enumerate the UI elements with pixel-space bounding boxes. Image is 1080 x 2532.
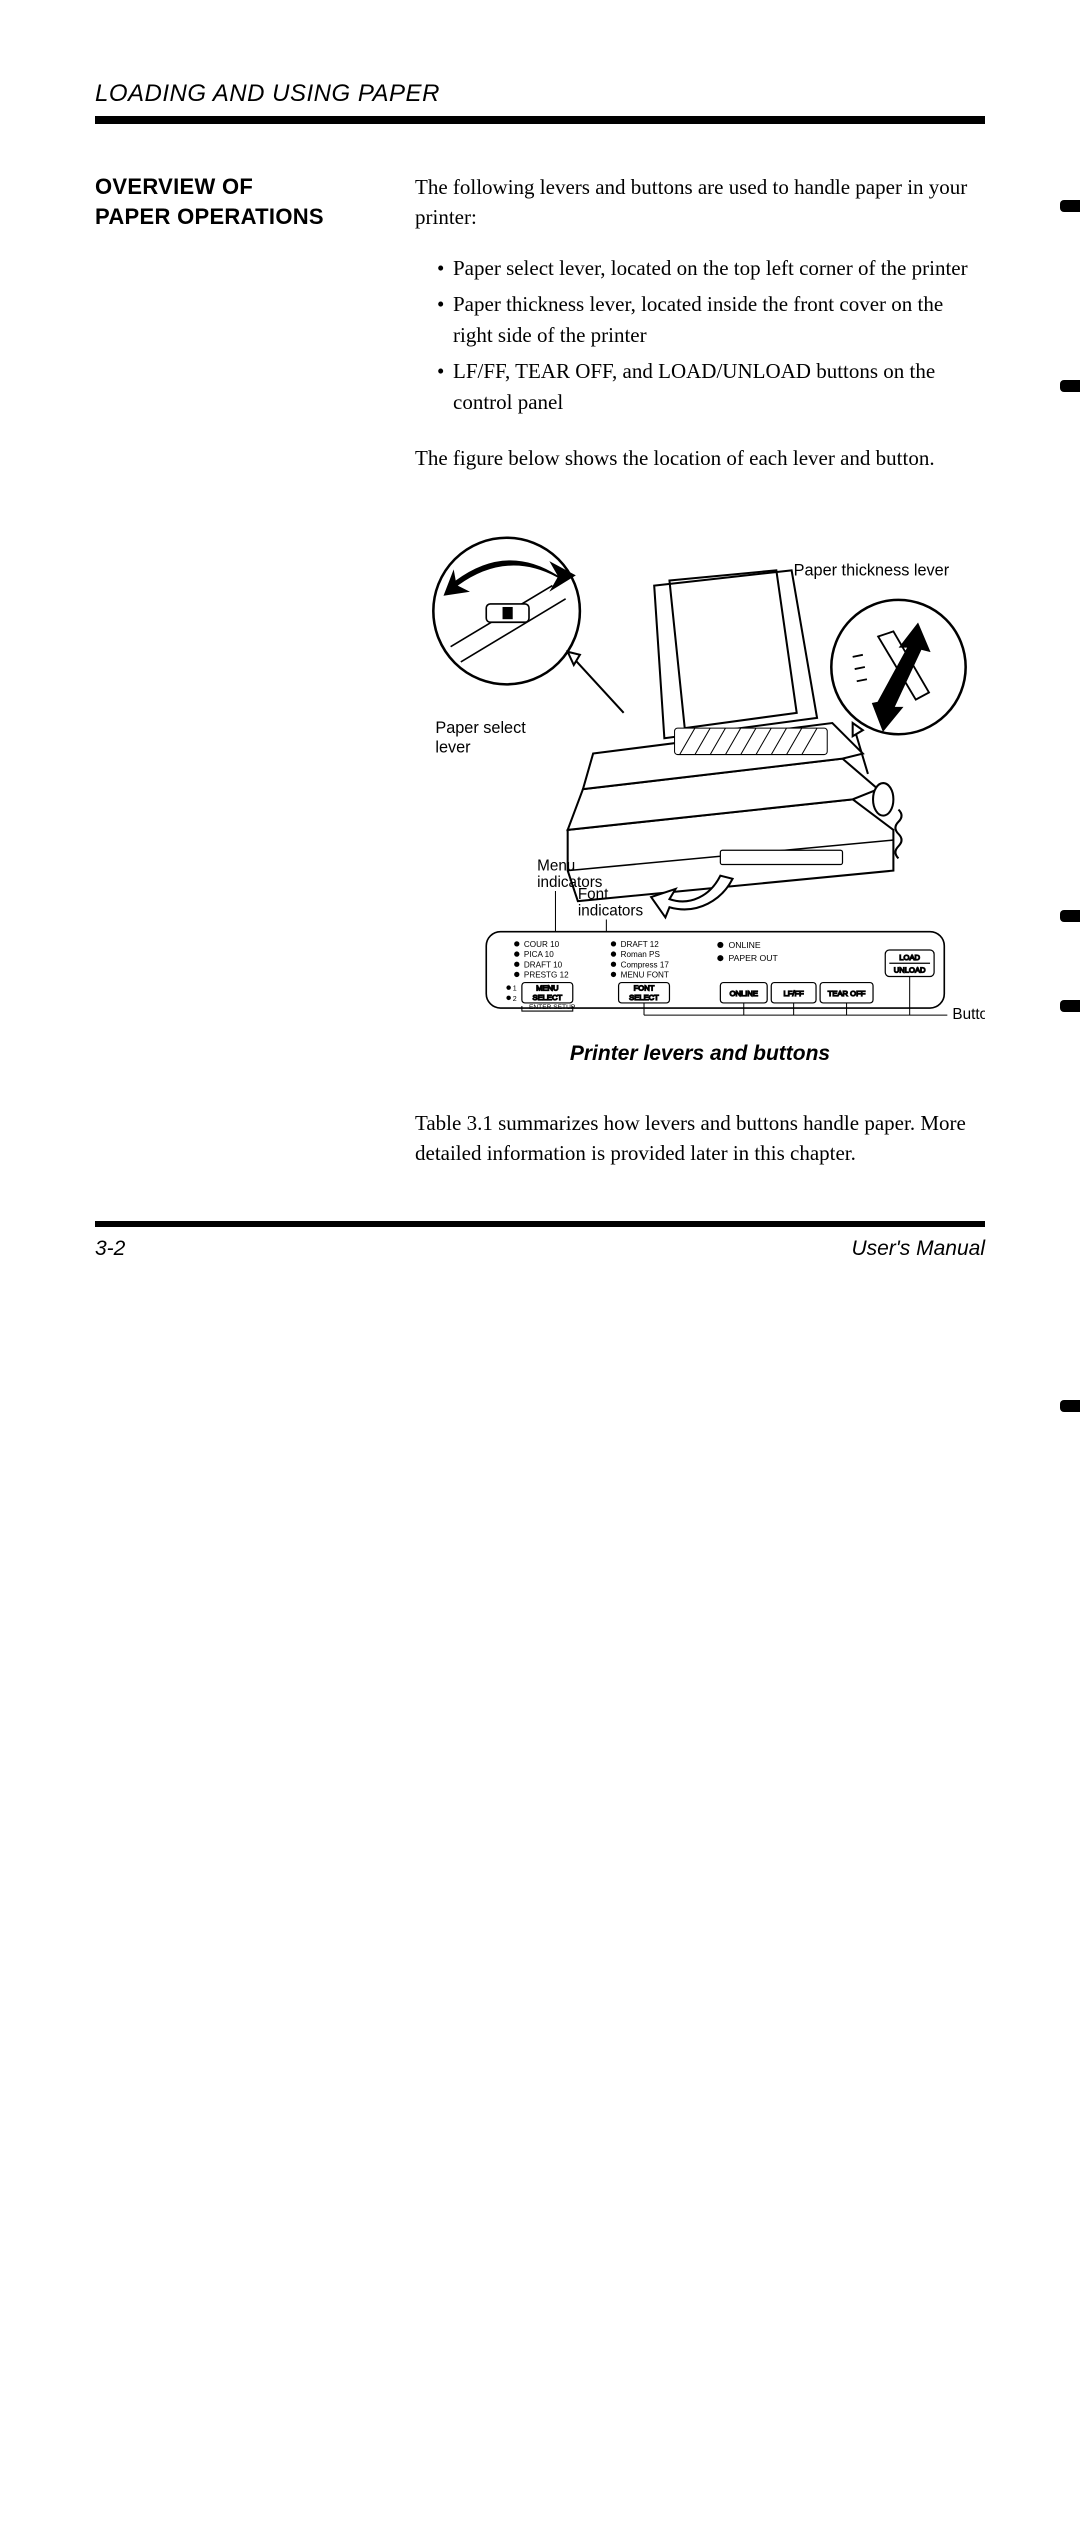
panel-font-2: Compress 17 — [621, 960, 670, 969]
edge-mark — [1060, 1000, 1080, 1012]
btn-font-select-l2: SELECT — [629, 992, 659, 1001]
manual-label: User's Manual — [851, 1237, 985, 1261]
panel-menu-2: DRAFT 10 — [524, 960, 563, 969]
header-rule — [95, 116, 985, 124]
btn-online: ONLINE — [730, 988, 758, 997]
label-font-ind-1: Font — [578, 886, 609, 903]
edge-mark — [1060, 1400, 1080, 1412]
printer-diagram: Paper select lever — [415, 494, 985, 1023]
panel-status-1: PAPER OUT — [728, 953, 778, 963]
outro-paragraph: Table 3.1 summarizes how levers and butt… — [415, 1108, 985, 1169]
label-menu-ind-1: Menu — [537, 857, 575, 874]
edge-mark — [1060, 380, 1080, 392]
heading-line-1: OVERVIEW OF — [95, 174, 253, 199]
panel-menu-3: PRESTG 12 — [524, 970, 569, 979]
footer-rule — [95, 1221, 985, 1227]
panel-menu-1: PICA 10 — [524, 950, 554, 959]
edge-mark — [1060, 200, 1080, 212]
btn-font-select-l1: FONT — [634, 983, 655, 992]
label-buttons: Buttons — [952, 1006, 985, 1023]
panel-enter-setup: ENTER SETUP — [529, 1004, 576, 1011]
btn-load-l1: LOAD — [899, 953, 920, 962]
figure: Paper select lever — [415, 494, 985, 1070]
body-column: The following levers and buttons are use… — [415, 172, 985, 1189]
page-number: 3-2 — [95, 1237, 125, 1261]
panel-dot-2: 2 — [513, 994, 517, 1002]
panel-font-1: Roman PS — [621, 950, 661, 959]
panel-font-3: MENU FONT — [621, 970, 669, 979]
panel-menu-0: COUR 10 — [524, 939, 560, 948]
list-item: Paper select lever, located on the top l… — [437, 253, 985, 283]
label-font-ind-2: indicators — [578, 902, 644, 919]
btn-tearoff: TEAR OFF — [828, 988, 866, 997]
btn-lfff: LF/FF — [783, 988, 804, 997]
bullet-list: Paper select lever, located on the top l… — [415, 253, 985, 417]
panel-dot-1: 1 — [513, 984, 517, 992]
intro-paragraph: The following levers and buttons are use… — [415, 172, 985, 233]
btn-menu-select-l2: SELECT — [532, 992, 562, 1001]
btn-menu-select-l1: MENU — [536, 983, 558, 992]
label-paper-select-2: lever — [435, 738, 471, 756]
list-item: LF/FF, TEAR OFF, and LOAD/UNLOAD buttons… — [437, 356, 985, 417]
label-paper-select-1: Paper select — [435, 719, 526, 737]
figure-caption: Printer levers and buttons — [415, 1039, 985, 1069]
chapter-title: LOADING AND USING PAPER — [95, 80, 985, 108]
section-heading: OVERVIEW OF PAPER OPERATIONS — [95, 172, 375, 1189]
edge-mark — [1060, 910, 1080, 922]
heading-line-2: PAPER OPERATIONS — [95, 204, 324, 229]
figure-lead: The figure below shows the location of e… — [415, 443, 985, 473]
list-item: Paper thickness lever, located inside th… — [437, 289, 985, 350]
btn-load-l2: UNLOAD — [894, 965, 926, 974]
panel-status-0: ONLINE — [728, 939, 760, 949]
panel-font-0: DRAFT 12 — [621, 939, 660, 948]
label-paper-thickness: Paper thickness lever — [794, 561, 950, 579]
